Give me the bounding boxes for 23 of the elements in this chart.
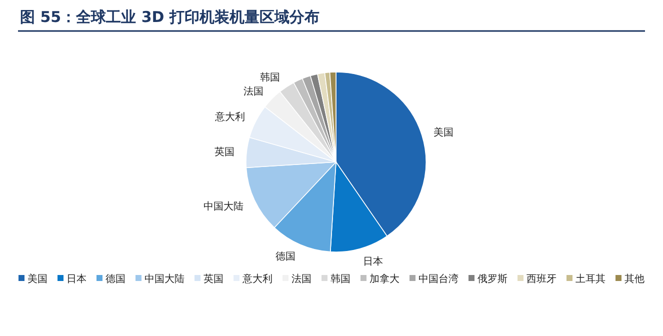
- legend-label: 日本: [66, 273, 86, 285]
- legend-label: 土耳其: [576, 273, 606, 285]
- legend-label: 德国: [106, 274, 126, 285]
- legend-label: 法国: [292, 273, 312, 285]
- legend-label: 中国大陆: [144, 273, 184, 285]
- slice-label: 中国大陆: [204, 200, 244, 212]
- legend-label: 英国: [204, 273, 224, 285]
- chart-title: 图 55：全球工业 3D 打印机装机量区域分布: [20, 8, 320, 26]
- slice-label: 法国: [243, 85, 264, 98]
- legend-label: 中国台湾: [418, 273, 458, 285]
- legend-label: 美国: [28, 273, 48, 285]
- slice-label: 美国: [433, 126, 454, 139]
- legend-label: 俄罗斯: [478, 273, 508, 285]
- legend-label: 意大利: [242, 273, 272, 285]
- legend-label: 韩国: [330, 273, 350, 285]
- legend-label: 加拿大: [370, 273, 400, 285]
- slice-label: 德国: [275, 252, 296, 263]
- slice-label: 英国: [214, 146, 235, 158]
- slice-label: 意大利: [214, 110, 245, 123]
- slice-label: 韩国: [260, 72, 280, 84]
- legend-label: 西班牙: [526, 273, 556, 285]
- legend-label: 其他: [624, 273, 644, 285]
- slice-label: 日本: [363, 255, 384, 268]
